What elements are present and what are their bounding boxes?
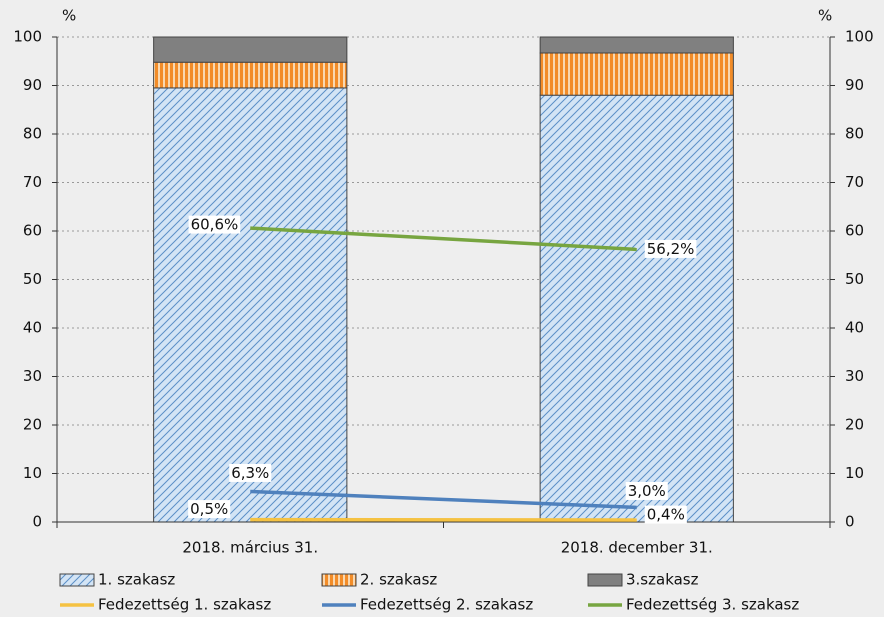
y-tick-label: 10: [23, 464, 42, 482]
y-tick-label: 20: [23, 416, 42, 434]
y2-tick-label: 30: [845, 367, 864, 385]
y2-tick-label: 90: [845, 76, 864, 94]
y2-tick-label: 80: [845, 125, 864, 143]
legend-swatch: [59, 573, 95, 587]
data-label-box: [188, 215, 241, 234]
bar-segment: [153, 36, 348, 63]
data-label: 3,0%: [628, 482, 666, 500]
data-label-box: [625, 481, 668, 500]
legend-swatch: [587, 573, 623, 587]
data-label: 0,5%: [190, 500, 228, 518]
y2-tick-label: 0: [845, 513, 855, 531]
data-label: 60,6%: [191, 216, 239, 234]
data-label: 6,3%: [231, 464, 269, 482]
legend-label: 1. szakasz: [98, 571, 175, 589]
y2-tick-label: 10: [845, 464, 864, 482]
data-label: 56,2%: [647, 240, 695, 258]
data-label: 0,4%: [647, 506, 685, 524]
y2-tick-label: 60: [845, 222, 864, 240]
data-label-box: [188, 500, 231, 519]
legend-label: Fedezettség 3. szakasz: [626, 596, 799, 614]
y-tick-label: 70: [23, 173, 42, 191]
y2-tick-label: 100: [845, 28, 874, 46]
legend-label: Fedezettség 1. szakasz: [98, 596, 271, 614]
y-tick-label: 90: [23, 76, 42, 94]
bar-segment: [153, 87, 348, 523]
line-series: [250, 226, 637, 252]
line-series: [250, 489, 637, 510]
legend-label: 3.szakasz: [626, 571, 699, 589]
bar-segment: [539, 52, 734, 96]
y2-tick-label: 70: [845, 173, 864, 191]
bar-segment: [153, 61, 348, 89]
y-tick-label: 60: [23, 222, 42, 240]
y2-tick-label: 50: [845, 270, 864, 288]
x-tick-label: 2018. március 31.: [182, 539, 318, 557]
y-tick-label: 100: [13, 28, 42, 46]
data-label-box: [644, 505, 687, 524]
y2-tick-label: 20: [845, 416, 864, 434]
y-tick-label: 0: [32, 513, 42, 531]
legend-label: Fedezettség 2. szakasz: [360, 596, 533, 614]
legend-swatch: [321, 573, 357, 587]
y-tick-label: 30: [23, 367, 42, 385]
y-axis-label: %: [62, 7, 76, 25]
y2-tick-label: 40: [845, 319, 864, 337]
y-tick-label: 50: [23, 270, 42, 288]
y2-axis-label: %: [818, 7, 832, 25]
legend-label: 2. szakasz: [360, 571, 437, 589]
data-label-box: [644, 239, 697, 258]
bar-segment: [539, 36, 734, 54]
bar-segment: [539, 94, 734, 523]
data-label-box: [229, 463, 272, 482]
x-tick-label: 2018. december 31.: [561, 539, 713, 557]
y-tick-label: 40: [23, 319, 42, 337]
y-tick-label: 80: [23, 125, 42, 143]
